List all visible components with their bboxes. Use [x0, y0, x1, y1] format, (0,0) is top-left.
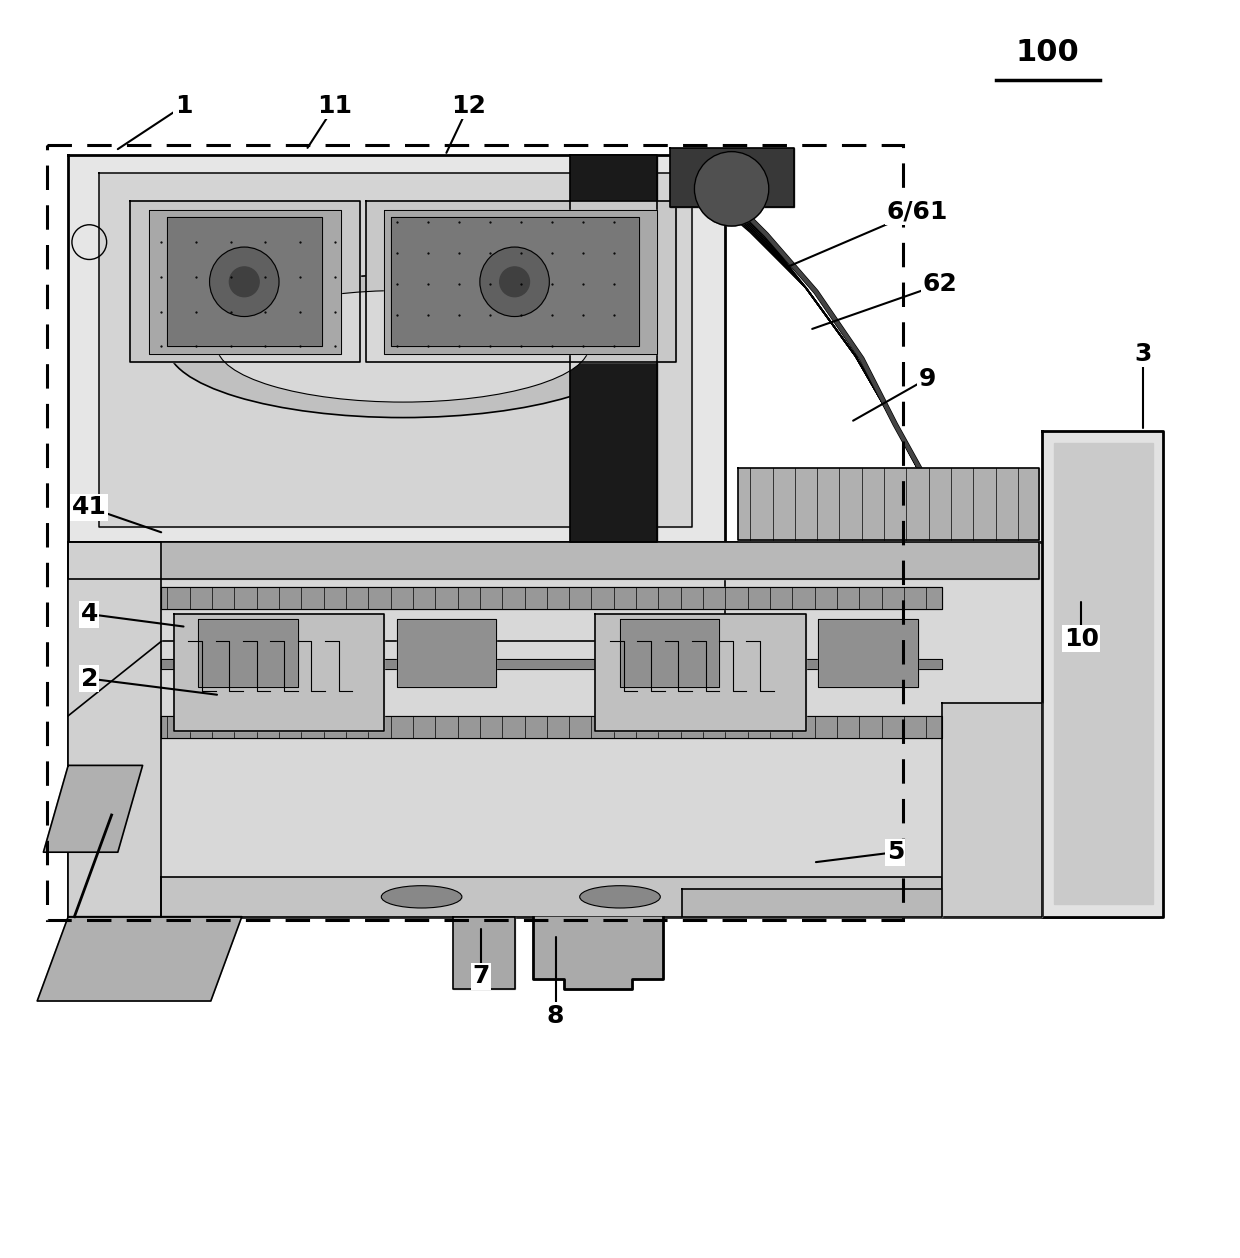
- Polygon shape: [682, 889, 942, 917]
- Text: 2: 2: [81, 667, 98, 691]
- Polygon shape: [1042, 430, 1163, 917]
- Circle shape: [500, 267, 529, 297]
- Polygon shape: [570, 155, 657, 542]
- Polygon shape: [161, 716, 942, 738]
- Polygon shape: [533, 917, 663, 989]
- Circle shape: [480, 247, 549, 317]
- Polygon shape: [149, 210, 341, 353]
- Polygon shape: [453, 917, 515, 989]
- Polygon shape: [391, 218, 639, 346]
- Polygon shape: [397, 619, 496, 687]
- Polygon shape: [99, 172, 692, 527]
- Text: 1: 1: [175, 93, 192, 118]
- Text: 10: 10: [1064, 626, 1099, 650]
- Polygon shape: [161, 586, 942, 609]
- Polygon shape: [595, 614, 806, 731]
- Polygon shape: [174, 614, 384, 731]
- Text: 100: 100: [1016, 38, 1080, 67]
- Polygon shape: [68, 155, 725, 542]
- Text: 12: 12: [451, 93, 486, 118]
- Polygon shape: [620, 619, 719, 687]
- Ellipse shape: [167, 276, 639, 418]
- Ellipse shape: [580, 886, 660, 908]
- Polygon shape: [198, 619, 298, 687]
- Polygon shape: [161, 659, 942, 669]
- Text: 4: 4: [81, 603, 98, 626]
- Polygon shape: [161, 877, 942, 917]
- Polygon shape: [942, 703, 1042, 917]
- Text: 3: 3: [1135, 342, 1152, 366]
- Circle shape: [694, 152, 769, 226]
- Polygon shape: [818, 619, 918, 687]
- Polygon shape: [68, 542, 161, 917]
- Circle shape: [229, 267, 259, 297]
- Polygon shape: [670, 148, 794, 208]
- Polygon shape: [43, 765, 143, 852]
- Polygon shape: [68, 542, 725, 642]
- Text: 7: 7: [472, 964, 490, 989]
- Polygon shape: [366, 201, 676, 362]
- Polygon shape: [130, 201, 360, 362]
- Polygon shape: [384, 210, 657, 353]
- Polygon shape: [738, 468, 1039, 540]
- Polygon shape: [37, 917, 242, 1001]
- Text: 41: 41: [72, 496, 107, 520]
- Circle shape: [210, 247, 279, 317]
- Text: 9: 9: [919, 366, 936, 390]
- Text: 11: 11: [317, 93, 352, 118]
- Ellipse shape: [217, 291, 589, 403]
- Polygon shape: [68, 542, 1039, 580]
- Polygon shape: [1054, 443, 1153, 905]
- Text: 6/61: 6/61: [887, 199, 949, 223]
- Text: 62: 62: [923, 272, 957, 297]
- Text: 5: 5: [887, 840, 904, 864]
- Polygon shape: [68, 542, 1159, 917]
- Ellipse shape: [382, 886, 463, 908]
- Polygon shape: [167, 218, 322, 346]
- Text: 8: 8: [547, 1004, 564, 1028]
